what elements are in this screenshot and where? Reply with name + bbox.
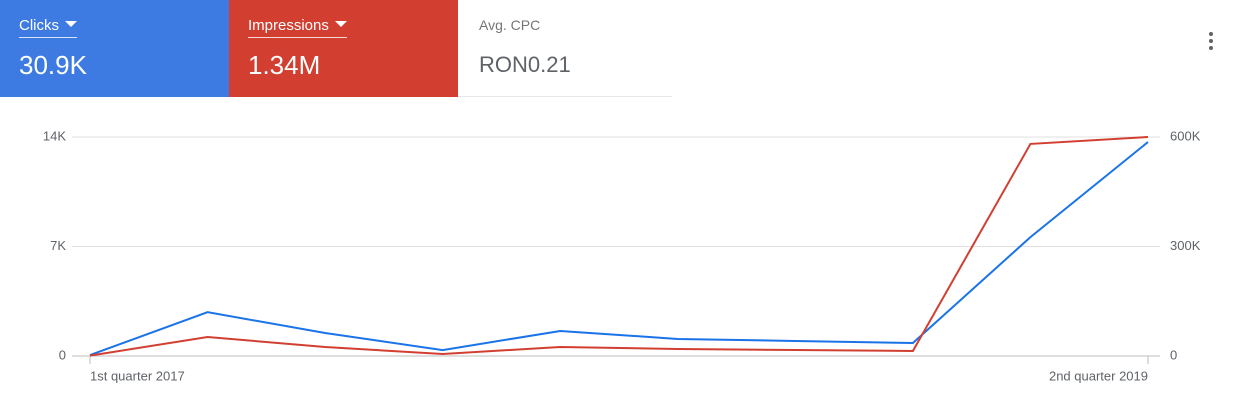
metric-name: Avg. CPC <box>479 17 541 33</box>
y-tick-label: 7K <box>50 238 66 253</box>
x-tick-label: 1st quarter 2017 <box>90 368 185 383</box>
x-tick-label: 2nd quarter 2019 <box>1049 368 1148 383</box>
y-tick-label: 14K <box>43 128 66 143</box>
scorecard-label: Avg. CPC <box>479 17 540 36</box>
scorecard[interactable]: Impressions 1.34M <box>229 0 458 97</box>
y2-tick-label: 600K <box>1170 128 1201 143</box>
metric-value: RON0.21 <box>479 52 571 77</box>
y2-tick-label: 300K <box>1170 238 1201 253</box>
metric-value: 1.34M <box>248 50 321 80</box>
scorecard[interactable]: Clicks 30.9K <box>0 0 229 97</box>
metric-name: Impressions <box>248 17 329 34</box>
series-line <box>89 141 1149 357</box>
scorecard-label[interactable]: Clicks <box>19 17 77 38</box>
series-line <box>89 136 1149 357</box>
more-menu[interactable] <box>1209 32 1213 53</box>
metric-value: 30.9K <box>19 50 87 80</box>
y2-tick-label: 0 <box>1170 347 1177 362</box>
dropdown-arrow[interactable] <box>65 21 77 27</box>
scorecards: Clicks 30.9K Impressions 1.34M Avg. CPC RON0.… <box>0 0 672 97</box>
dropdown-arrow[interactable] <box>334 21 347 27</box>
metric-name: Clicks <box>19 17 59 34</box>
y-tick-label: 0 <box>59 347 66 362</box>
scorecard-label[interactable]: Impressions <box>248 17 347 38</box>
scorecard[interactable]: Avg. CPC RON0.21 <box>458 0 672 97</box>
